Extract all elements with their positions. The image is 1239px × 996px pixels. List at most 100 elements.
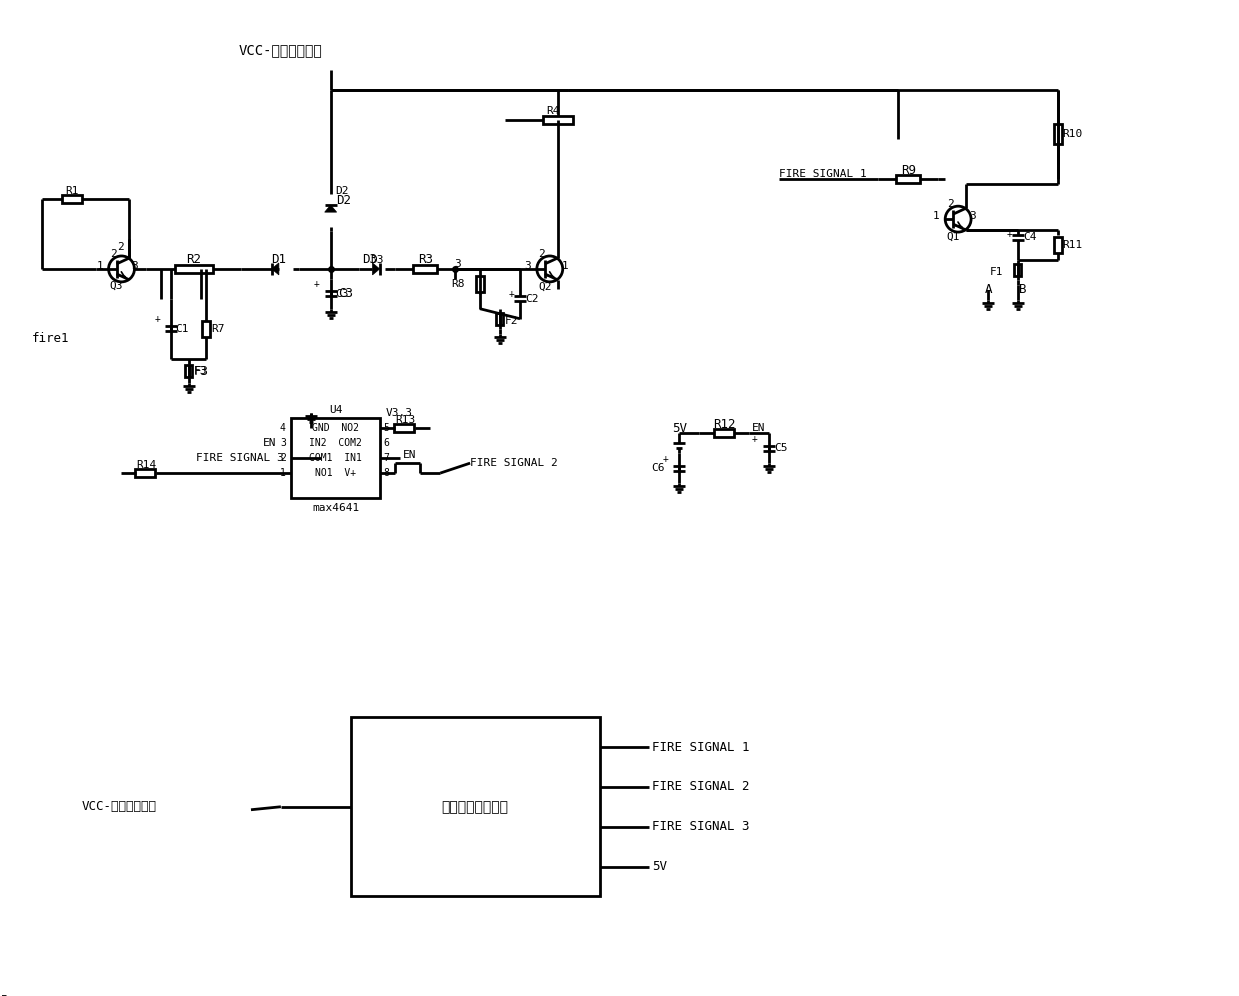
Text: 6: 6 xyxy=(383,438,389,448)
Text: D2: D2 xyxy=(336,193,351,207)
Text: U4: U4 xyxy=(328,405,342,415)
Text: EN: EN xyxy=(404,450,416,460)
Text: D1: D1 xyxy=(271,253,286,267)
Text: R1: R1 xyxy=(64,186,78,196)
Text: D3: D3 xyxy=(370,255,384,265)
Text: R4: R4 xyxy=(546,106,560,116)
Polygon shape xyxy=(325,205,337,212)
Text: FIRE SIGNAL 2: FIRE SIGNAL 2 xyxy=(653,780,750,794)
Text: 3: 3 xyxy=(131,261,138,271)
Text: R13: R13 xyxy=(395,415,415,425)
Text: 1: 1 xyxy=(97,261,103,271)
Bar xyxy=(202,321,211,337)
Text: R2: R2 xyxy=(186,253,201,267)
Text: 2: 2 xyxy=(539,249,545,259)
Text: 4: 4 xyxy=(280,423,286,433)
Text: 5V: 5V xyxy=(653,860,668,873)
Text: D2: D2 xyxy=(336,186,349,196)
Bar xyxy=(497,313,503,325)
Text: Q1: Q1 xyxy=(947,232,960,242)
Text: 2: 2 xyxy=(947,199,954,209)
Text: V3.3: V3.3 xyxy=(385,408,413,418)
Text: GND  NO2: GND NO2 xyxy=(312,423,359,433)
Text: VCC-点火脉冲电压: VCC-点火脉冲电压 xyxy=(239,43,322,57)
Bar xyxy=(135,469,155,477)
Text: FIRE SIGNAL 2: FIRE SIGNAL 2 xyxy=(470,458,558,468)
Text: FIRE SIGNAL 3: FIRE SIGNAL 3 xyxy=(653,820,750,834)
Text: Q2: Q2 xyxy=(538,282,551,292)
Text: NO1  V+: NO1 V+ xyxy=(315,468,356,478)
Text: 1: 1 xyxy=(280,468,286,478)
Bar xyxy=(291,418,380,498)
Bar xyxy=(714,429,733,437)
Text: R9: R9 xyxy=(901,163,916,177)
Polygon shape xyxy=(373,263,379,275)
Text: max4641: max4641 xyxy=(312,503,359,513)
Text: FIRE SIGNAL 1: FIRE SIGNAL 1 xyxy=(653,740,750,754)
Text: 3: 3 xyxy=(970,211,976,221)
Text: R3: R3 xyxy=(418,253,432,267)
Text: A: A xyxy=(984,283,991,297)
Bar xyxy=(394,424,414,432)
Bar xyxy=(351,717,600,896)
Text: R11: R11 xyxy=(1063,240,1083,250)
Text: 3: 3 xyxy=(453,259,461,269)
Text: 8: 8 xyxy=(383,468,389,478)
Text: C2: C2 xyxy=(525,294,539,304)
Text: 3: 3 xyxy=(280,438,286,448)
Text: F3: F3 xyxy=(193,365,208,377)
Text: +: + xyxy=(155,314,160,324)
Bar xyxy=(62,195,82,203)
Text: +: + xyxy=(752,433,758,444)
Text: +: + xyxy=(313,279,320,289)
Bar xyxy=(414,265,437,273)
Text: C1: C1 xyxy=(175,324,188,334)
Text: D3: D3 xyxy=(362,253,377,267)
Text: 2: 2 xyxy=(118,242,124,252)
Text: C4: C4 xyxy=(1023,232,1036,242)
Bar xyxy=(1053,124,1062,144)
Text: 起爆信号控制电路: 起爆信号控制电路 xyxy=(441,800,508,814)
Text: 1: 1 xyxy=(933,211,939,221)
Bar xyxy=(896,175,921,183)
Text: C3: C3 xyxy=(338,287,353,301)
Text: 1: 1 xyxy=(561,261,569,271)
Bar xyxy=(1015,264,1021,276)
Text: +: + xyxy=(1007,229,1014,239)
Text: FIRE SIGNAL 1: FIRE SIGNAL 1 xyxy=(779,169,866,179)
Text: IN2  COM2: IN2 COM2 xyxy=(310,438,362,448)
Text: R7: R7 xyxy=(211,324,224,334)
Text: R12: R12 xyxy=(712,417,735,431)
Text: 5V: 5V xyxy=(672,421,686,435)
Text: B: B xyxy=(1020,283,1027,297)
Bar xyxy=(476,276,484,292)
Text: 2: 2 xyxy=(280,453,286,463)
Text: EN: EN xyxy=(752,423,766,433)
Text: C3: C3 xyxy=(336,289,349,299)
Polygon shape xyxy=(271,263,279,275)
Bar xyxy=(543,116,572,124)
Text: fire1: fire1 xyxy=(32,332,69,346)
Text: EN: EN xyxy=(263,438,276,448)
Text: R10: R10 xyxy=(1063,129,1083,139)
Text: R14: R14 xyxy=(136,460,156,470)
Text: 5: 5 xyxy=(383,423,389,433)
Text: C6: C6 xyxy=(650,463,664,473)
Text: F2: F2 xyxy=(506,316,518,327)
Text: COM1  IN1: COM1 IN1 xyxy=(310,453,362,463)
Bar xyxy=(1053,237,1062,253)
Text: F3: F3 xyxy=(193,366,207,376)
Text: R8: R8 xyxy=(452,279,465,289)
Bar xyxy=(175,265,213,273)
Text: C5: C5 xyxy=(774,443,787,453)
Text: Q3: Q3 xyxy=(110,281,123,291)
Text: 3: 3 xyxy=(524,261,532,271)
Text: VCC-点火脉冲电压: VCC-点火脉冲电压 xyxy=(82,800,156,814)
Text: FIRE SIGNAL 3: FIRE SIGNAL 3 xyxy=(196,453,284,463)
Bar xyxy=(186,366,192,377)
Text: +: + xyxy=(663,453,668,463)
Text: 2: 2 xyxy=(110,249,116,259)
Text: F1: F1 xyxy=(990,267,1002,278)
Text: 7: 7 xyxy=(383,453,389,463)
Text: +: + xyxy=(509,289,515,299)
